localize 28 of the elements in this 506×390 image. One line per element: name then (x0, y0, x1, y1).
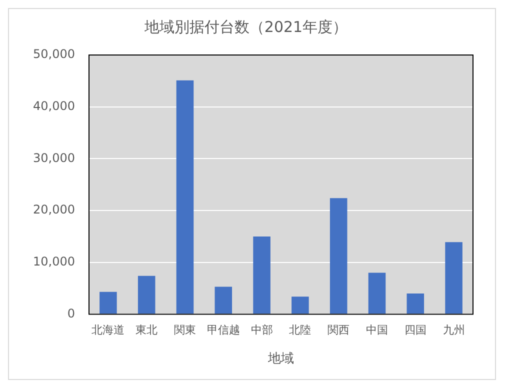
y-tick-label: 50,000 (32, 47, 75, 62)
bar (368, 272, 386, 314)
bar (253, 236, 270, 314)
bar (100, 292, 117, 314)
bar (138, 276, 156, 314)
x-tick-label: 中国 (366, 324, 388, 337)
bar (176, 80, 194, 314)
y-tick-label: 30,000 (32, 150, 75, 165)
bar (214, 286, 232, 314)
chart-title: 地域別据付台数（2021年度） (143, 18, 348, 36)
bar (445, 242, 462, 314)
bar (292, 296, 309, 314)
x-tick-label: 中部 (250, 324, 273, 337)
x-tick-label: 関東 (174, 324, 196, 337)
x-tick-label: 関西 (328, 324, 350, 337)
x-tick-label: 甲信越 (206, 324, 240, 337)
y-tick-label: 20,000 (32, 202, 75, 217)
y-tick-label: 10,000 (32, 254, 75, 268)
x-tick-label: 北陸 (289, 324, 312, 337)
x-tick-label: 北海道 (92, 324, 125, 337)
bar (406, 293, 424, 314)
x-tick-label: 四国 (404, 324, 426, 337)
x-tick-label: 東北 (136, 324, 158, 337)
x-axis-title: 地域 (266, 352, 294, 367)
y-tick-label: 0 (67, 306, 75, 320)
x-tick-label: 九州 (442, 324, 465, 337)
bar (330, 198, 348, 314)
y-tick-label: 40,000 (32, 98, 75, 113)
